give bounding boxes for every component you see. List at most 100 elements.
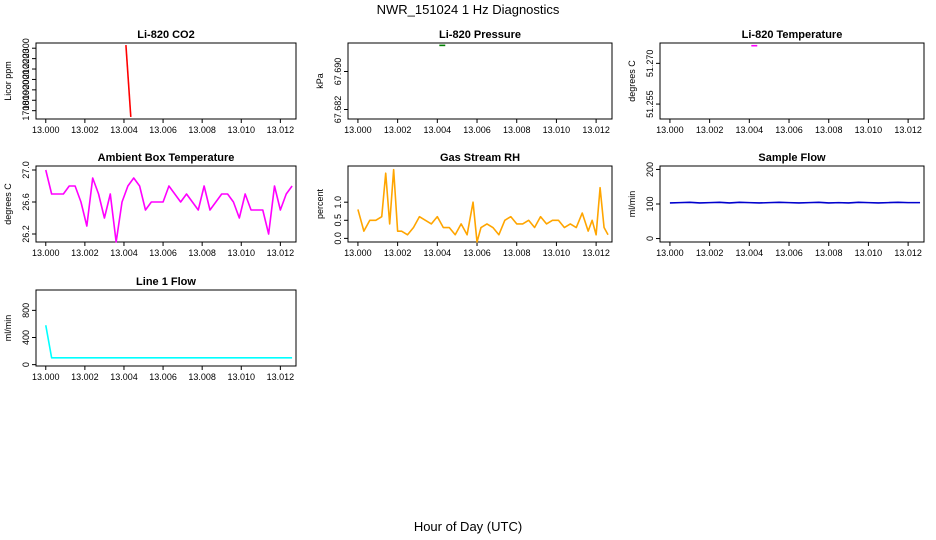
plot-frame (347, 42, 613, 120)
y-axis-label: ml/min (3, 315, 13, 342)
x-tick-label: 13.004 (110, 125, 138, 135)
x-tick-label: 13.000 (344, 248, 372, 258)
x-tick-label: 13.004 (736, 248, 764, 258)
y-tick-label: 2100 (21, 59, 31, 79)
x-tick-label: 13.002 (696, 125, 724, 135)
panel-grid: Li-820 CO2 13.000 13.002 13.004 13.006 13.008… (3, 29, 925, 382)
chart-panel-ambient-box-temperature: Ambient Box Temperature 13.000 13.002 13.00… (3, 152, 297, 258)
panel-title: Li-820 CO2 (137, 29, 194, 41)
chart-panel-li-820-temperature: Li-820 Temperature 13.000 13.002 13.004 13.0… (627, 29, 925, 135)
series-line-line-1-flow (44, 325, 293, 359)
y-tick-label: 2000 (21, 69, 31, 89)
panel-title: Line 1 Flow (136, 276, 196, 288)
x-tick-label: 13.012 (267, 372, 295, 382)
y-tick-label: 26.6 (21, 193, 31, 211)
x-tick-label: 13.006 (149, 125, 177, 135)
y-tick-label: 67.682 (333, 96, 343, 124)
series-line-ambient-box-temperature (44, 169, 293, 243)
y-tick-label: 1.0 (333, 196, 343, 209)
chart-panel-line-1-flow: Line 1 Flow 13.000 13.002 13.004 13.006 13.00… (3, 276, 297, 382)
y-axis-label: ml/min (627, 191, 637, 218)
plot-frame (347, 165, 613, 243)
x-tick-label: 13.012 (894, 248, 922, 258)
y-tick-label: 26.2 (21, 225, 31, 243)
panel-title: Sample Flow (758, 152, 826, 164)
series-line-gas-stream-rh (357, 168, 609, 243)
x-axis-title: Hour of Day (UTC) (414, 519, 522, 534)
x-tick-label: 13.004 (110, 372, 138, 382)
plot-frame (35, 289, 297, 367)
y-axis-label: degrees C (627, 60, 637, 102)
plot-frame (35, 42, 297, 120)
y-tick-label: 2300 (21, 38, 31, 58)
x-tick-label: 13.010 (227, 372, 255, 382)
y-tick-label: 1700 (21, 101, 31, 121)
y-tick-label: 200 (645, 162, 655, 177)
x-tick-label: 13.012 (582, 248, 610, 258)
x-tick-label: 13.008 (815, 248, 843, 258)
chart-panel-li-820-pressure: Li-820 Pressure 13.000 13.002 13.004 13.006 1… (315, 29, 613, 135)
y-tick-label: 2200 (21, 49, 31, 69)
x-tick-label: 13.012 (582, 125, 610, 135)
series-line-li-820-co2 (125, 45, 132, 117)
chart-panel-gas-stream-rh: Gas Stream RH 13.000 13.002 13.004 13.006 13.… (315, 152, 613, 258)
y-axis-label: Licor ppm (3, 61, 13, 101)
x-tick-label: 13.004 (736, 125, 764, 135)
x-tick-label: 13.010 (227, 248, 255, 258)
x-tick-label: 13.006 (463, 248, 491, 258)
y-tick-label: 51.255 (645, 90, 655, 118)
x-tick-label: 13.012 (267, 248, 295, 258)
y-tick-label: 100 (645, 196, 655, 211)
plot-frame (659, 165, 925, 243)
x-tick-label: 13.002 (696, 248, 724, 258)
x-tick-label: 13.006 (775, 125, 803, 135)
x-tick-label: 13.000 (656, 248, 684, 258)
x-tick-label: 13.000 (344, 125, 372, 135)
x-tick-label: 13.010 (543, 248, 571, 258)
plot-frame (659, 42, 925, 120)
x-tick-label: 13.000 (656, 125, 684, 135)
x-tick-label: 13.002 (71, 372, 99, 382)
y-tick-label: 0 (645, 236, 655, 241)
x-tick-label: 13.004 (110, 248, 138, 258)
x-tick-label: 13.010 (227, 125, 255, 135)
y-axis-label: degrees C (3, 183, 13, 225)
x-tick-label: 13.002 (71, 248, 99, 258)
y-tick-label: 1800 (21, 90, 31, 110)
x-tick-label: 13.002 (71, 125, 99, 135)
x-tick-label: 13.006 (775, 248, 803, 258)
y-tick-label: 27.0 (21, 161, 31, 179)
y-tick-label: 0 (21, 362, 31, 367)
x-tick-label: 13.002 (384, 125, 412, 135)
figure-title: NWR_151024 1 Hz Diagnostics (377, 2, 560, 17)
y-axis-label: kPa (315, 73, 325, 89)
x-tick-label: 13.012 (894, 125, 922, 135)
panel-title: Gas Stream RH (440, 152, 520, 164)
y-tick-label: 400 (21, 330, 31, 345)
panel-title: Ambient Box Temperature (98, 152, 235, 164)
x-tick-label: 13.006 (463, 125, 491, 135)
x-tick-label: 13.008 (188, 125, 216, 135)
y-tick-label: 51.270 (645, 50, 655, 78)
y-axis-label: percent (315, 188, 325, 219)
y-tick-label: 800 (21, 303, 31, 318)
y-tick-label: 0.5 (333, 214, 343, 227)
x-tick-label: 13.000 (32, 248, 60, 258)
series-line-sample-flow (669, 201, 921, 204)
x-tick-label: 13.008 (815, 125, 843, 135)
x-tick-label: 13.000 (32, 125, 60, 135)
x-tick-label: 13.008 (188, 372, 216, 382)
y-tick-label: 67.690 (333, 58, 343, 86)
x-tick-label: 13.004 (424, 125, 452, 135)
x-tick-label: 13.006 (149, 372, 177, 382)
panel-title: Li-820 Pressure (439, 29, 521, 41)
x-tick-label: 13.008 (503, 248, 531, 258)
plot-frame (35, 165, 297, 243)
chart-panel-sample-flow: Sample Flow 13.000 13.002 13.004 13.006 13.00… (627, 152, 925, 258)
x-tick-label: 13.012 (267, 125, 295, 135)
x-tick-label: 13.004 (424, 248, 452, 258)
x-tick-label: 13.002 (384, 248, 412, 258)
chart-panel-li-820-co2: Li-820 CO2 13.000 13.002 13.004 13.006 13.008… (3, 29, 297, 135)
x-tick-label: 13.008 (503, 125, 531, 135)
